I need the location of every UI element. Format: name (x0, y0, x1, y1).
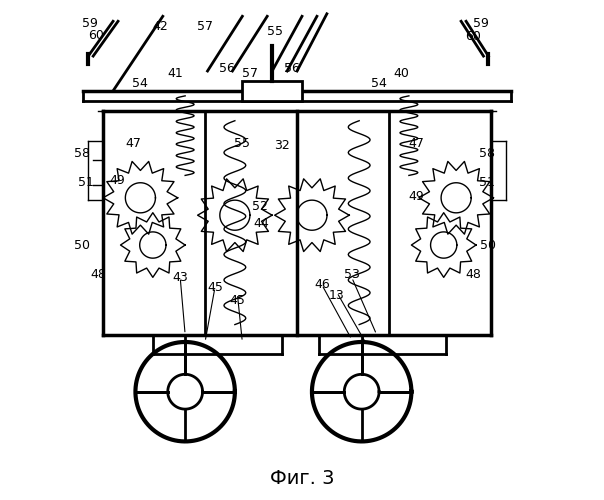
Text: 57: 57 (197, 20, 213, 33)
Text: 56: 56 (219, 62, 236, 75)
Text: 32: 32 (274, 139, 290, 152)
Text: Фиг. 3: Фиг. 3 (270, 469, 334, 488)
Text: 52: 52 (252, 200, 268, 212)
Text: 54: 54 (371, 77, 387, 90)
Text: 47: 47 (408, 136, 424, 149)
Text: 48: 48 (90, 268, 106, 281)
Text: 41: 41 (167, 67, 183, 80)
Text: 56: 56 (284, 62, 300, 75)
Text: 59: 59 (82, 18, 98, 30)
Text: 45: 45 (230, 294, 245, 307)
Text: 50: 50 (480, 238, 496, 252)
Text: 40: 40 (394, 67, 410, 80)
Text: 57: 57 (242, 67, 258, 80)
Text: 58: 58 (74, 146, 90, 160)
Text: 60: 60 (466, 30, 481, 43)
Text: 48: 48 (466, 268, 481, 281)
Text: 59: 59 (473, 18, 489, 30)
Text: 43: 43 (172, 271, 188, 284)
Text: 51: 51 (479, 176, 495, 190)
Text: 55: 55 (266, 24, 283, 38)
Text: 51: 51 (78, 176, 94, 190)
FancyBboxPatch shape (242, 81, 302, 101)
Text: 46: 46 (314, 278, 330, 291)
Text: 58: 58 (480, 146, 495, 160)
Text: 45: 45 (207, 281, 223, 294)
Text: 54: 54 (132, 77, 149, 90)
Text: 55: 55 (234, 136, 250, 149)
Text: 44: 44 (253, 217, 269, 230)
Text: 50: 50 (74, 238, 90, 252)
Text: 60: 60 (88, 28, 104, 42)
Text: 47: 47 (125, 136, 141, 149)
Text: 42: 42 (152, 20, 168, 33)
Text: 49: 49 (408, 190, 424, 203)
Text: 53: 53 (344, 268, 359, 281)
Text: 49: 49 (109, 174, 125, 187)
Text: 13: 13 (329, 289, 345, 302)
